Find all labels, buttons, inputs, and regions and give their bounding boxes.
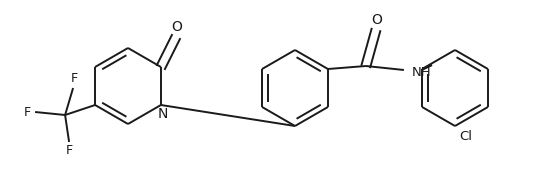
Text: F: F bbox=[70, 72, 77, 85]
Text: O: O bbox=[371, 13, 383, 27]
Text: O: O bbox=[172, 20, 182, 34]
Text: N: N bbox=[158, 107, 168, 121]
Text: F: F bbox=[24, 106, 31, 119]
Text: NH: NH bbox=[412, 67, 431, 80]
Text: Cl: Cl bbox=[459, 130, 472, 143]
Text: F: F bbox=[66, 145, 73, 158]
